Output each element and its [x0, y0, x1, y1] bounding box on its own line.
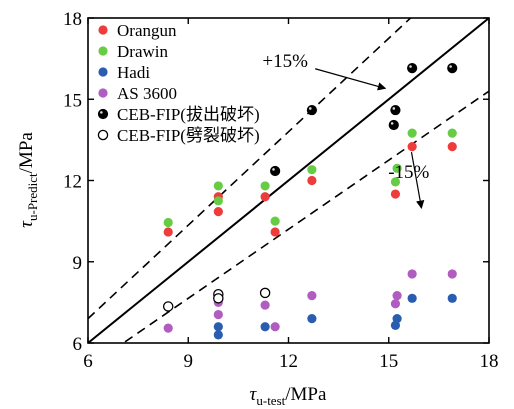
x-tick-label: 9: [184, 351, 194, 372]
y-tick-label: 18: [63, 9, 82, 30]
data-point-series-5: [213, 293, 224, 304]
x-tick-label: 18: [480, 351, 499, 372]
data-point-series-4: [306, 104, 317, 116]
data-point-series-2: [447, 293, 457, 303]
reference-line-2: [121, 90, 489, 343]
x-tick-label: 12: [279, 351, 298, 372]
axis-ticks: 6 9 12 15 18 6 9 12 15 18: [63, 9, 499, 372]
data-point-series-4: [390, 104, 401, 116]
data-point-series-1: [270, 216, 280, 226]
y-tick-label: 15: [63, 90, 82, 111]
data-point-series-0: [213, 207, 223, 217]
data-point-series-0: [270, 227, 280, 237]
y-axis-label: τu-Predict/MPa: [16, 132, 40, 228]
legend-marker-series-2: [98, 67, 108, 77]
data-point-series-2: [213, 322, 223, 332]
legend-label-series-5: CEB-FIP(劈裂破坏): [117, 126, 260, 145]
legend-marker-series-1: [98, 46, 108, 56]
data-point-series-0: [307, 175, 317, 186]
legend-marker-series-0: [98, 25, 108, 35]
y-tick-label: 6: [73, 334, 83, 355]
data-point-series-3: [260, 300, 270, 310]
y-tick-label: 12: [63, 172, 82, 193]
annotation-arrow-1: [314, 68, 387, 91]
reference-line-0: [88, 18, 489, 343]
data-point-series-2: [307, 314, 317, 324]
data-point-series-3: [307, 291, 317, 301]
data-point-series-1: [163, 217, 173, 228]
legend: Orangun Drawin Hadi AS 3600 CEB-FIP(拔出破坏) CEB…: [97, 21, 260, 145]
data-point-series-4: [407, 63, 418, 74]
x-tick-label: 6: [83, 351, 93, 372]
data-point-series-3: [270, 322, 280, 332]
data-point-series-1: [213, 181, 223, 191]
legend-marker-series-4: [97, 108, 109, 120]
legend-label-series-4: CEB-FIP(拔出破坏): [117, 105, 260, 124]
data-point-series-3: [390, 299, 401, 309]
data-point-series-5: [259, 287, 271, 299]
data-point-series-3: [407, 269, 417, 279]
x-tick-label: 15: [379, 351, 398, 372]
legend-label-series-0: Orangun: [117, 21, 177, 40]
legend-label-series-2: Hadi: [117, 63, 150, 82]
data-point-series-2: [213, 330, 223, 340]
data-point-series-0: [260, 192, 270, 202]
annotation-arrow-2: [410, 152, 425, 209]
data-points: [162, 63, 458, 340]
data-point-series-2: [260, 322, 270, 332]
data-point-series-0: [163, 227, 173, 237]
data-point-series-3: [392, 291, 402, 301]
legend-label-series-3: AS 3600: [117, 84, 177, 103]
data-point-series-1: [213, 196, 223, 206]
data-point-series-0: [390, 189, 401, 199]
data-point-series-3: [213, 309, 223, 320]
data-point-series-3: [163, 323, 173, 333]
data-point-series-2: [407, 293, 417, 303]
reference-lines: [88, 18, 489, 343]
data-point-series-0: [407, 142, 417, 152]
data-point-series-2: [392, 314, 402, 324]
data-point-series-1: [407, 128, 417, 138]
data-point-series-3: [447, 269, 457, 279]
x-axis-label: τu-test/MPa: [250, 384, 327, 408]
data-point-series-5: [162, 301, 174, 312]
legend-marker-series-5: [97, 129, 109, 141]
legend-marker-series-3: [98, 88, 108, 98]
y-tick-label: 9: [73, 253, 83, 274]
data-point-series-4: [388, 119, 399, 131]
legend-label-series-1: Drawin: [117, 42, 168, 61]
data-point-series-1: [307, 165, 317, 175]
reference-line-1: [88, 18, 412, 320]
data-point-series-0: [447, 142, 457, 152]
annotation-label-1: +15%: [262, 51, 308, 72]
annotation-label-2: -15%: [388, 162, 429, 183]
data-point-series-1: [392, 163, 402, 173]
data-point-series-4: [270, 165, 281, 177]
data-point-series-1: [390, 177, 401, 187]
data-point-series-1: [260, 181, 270, 191]
data-point-series-4: [447, 63, 458, 74]
data-point-series-1: [447, 128, 457, 138]
annotations: +15% -15%: [262, 51, 430, 209]
